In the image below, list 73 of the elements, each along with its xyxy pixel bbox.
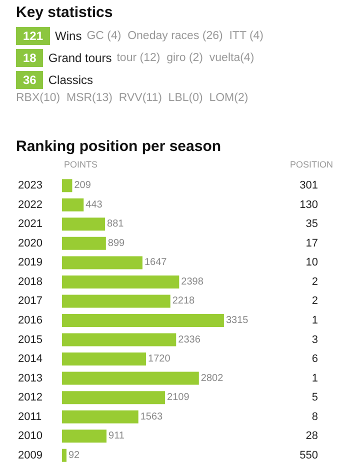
text: 130 <box>300 198 318 211</box>
text: 2 <box>312 276 318 288</box>
text: 35 <box>306 218 318 230</box>
bar <box>62 294 170 308</box>
bar <box>62 198 84 212</box>
y-tick-label: 2013 <box>18 372 42 384</box>
data-label: 2398 <box>181 276 204 288</box>
bar <box>62 448 66 462</box>
data-label: 2802 <box>200 372 224 384</box>
bar <box>62 430 107 443</box>
text: 28 <box>306 430 318 442</box>
text: 550 <box>300 449 318 462</box>
data-label: 209 <box>74 180 92 192</box>
text: RBX(10) MSR(13) RVV(11) LBL(0) LOM(2) <box>16 91 248 106</box>
y-tick-label: 2019 <box>18 256 42 269</box>
bar <box>62 352 146 366</box>
data-label: 1647 <box>144 257 168 268</box>
text: 1 <box>312 372 318 384</box>
bar <box>62 218 106 231</box>
data-label: 899 <box>108 238 126 249</box>
data-label: 92 <box>68 450 80 461</box>
bar <box>62 391 166 404</box>
y-tick-label: 2009 <box>18 449 42 462</box>
y-tick-label: 2023 <box>18 180 42 192</box>
y-tick-label: 2014 <box>18 353 42 366</box>
text: 10 <box>306 256 318 269</box>
y-tick-label: 2018 <box>18 276 42 288</box>
text: 301 <box>300 180 318 192</box>
chart-title: Ranking position per season <box>16 138 222 155</box>
data-label: 1720 <box>148 354 171 365</box>
bar <box>62 372 199 385</box>
text: Grand tours <box>48 50 112 67</box>
data-label: 1563 <box>140 411 164 422</box>
data-label: 443 <box>86 199 103 210</box>
y-tick-label: 2016 <box>18 314 42 326</box>
x-axis-title: POINTS <box>64 160 98 170</box>
data-label: 3315 <box>226 315 249 326</box>
data-label: 881 <box>107 218 124 230</box>
y-tick-label: 2012 <box>18 392 42 404</box>
y-tick-label: 2020 <box>18 237 42 250</box>
y-tick-label: 2015 <box>18 334 42 346</box>
text: Wins <box>55 28 82 45</box>
data-label: 2218 <box>172 296 196 307</box>
data-label: 911 <box>108 430 125 442</box>
data-label: 2336 <box>178 334 201 346</box>
bar <box>62 236 106 250</box>
text: 17 <box>306 237 318 250</box>
text: Classics <box>48 72 94 89</box>
text: 8 <box>312 410 318 423</box>
y-tick-label: 2022 <box>18 198 42 211</box>
text: 121 <box>16 27 50 45</box>
text: 2 <box>312 295 318 308</box>
text: 1 <box>312 314 318 326</box>
y-tick-label: 2021 <box>18 218 42 230</box>
bar <box>62 275 180 288</box>
bar <box>62 333 176 346</box>
text: 5 <box>312 392 318 404</box>
bar <box>62 179 72 192</box>
text: 6 <box>312 353 318 366</box>
text: Key statistics <box>16 4 114 21</box>
bar <box>62 314 224 327</box>
y-tick-label: 2017 <box>18 295 42 308</box>
bar <box>62 410 138 424</box>
text: tour (12) giro (2) vuelta(4) <box>116 51 254 66</box>
bar <box>62 256 142 270</box>
text: 18 <box>16 49 44 67</box>
data-label: 2109 <box>167 392 190 404</box>
text: GC (4) Oneday races (26) ITT (4) <box>86 29 264 44</box>
y-tick-label: 2010 <box>18 430 42 442</box>
text: 3 <box>312 334 318 346</box>
y2-axis-title: POSITION <box>290 160 334 170</box>
y-tick-label: 2011 <box>18 410 42 423</box>
text: 36 <box>16 71 44 89</box>
